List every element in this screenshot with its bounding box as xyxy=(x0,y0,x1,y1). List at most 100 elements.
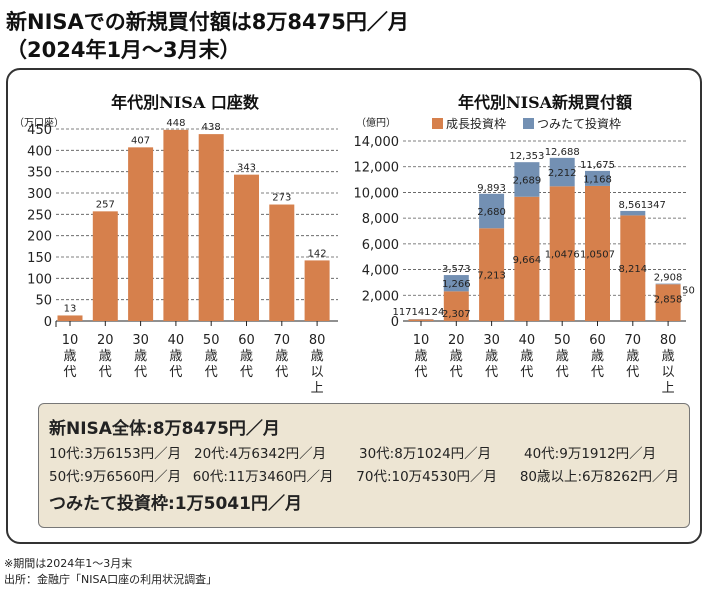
legend-label: つみたて投資枠 xyxy=(537,116,621,131)
summary-item: 70代:10万4530円／月 xyxy=(356,469,498,485)
x-tick-label: 70 xyxy=(625,333,642,348)
bar-seichou xyxy=(443,291,469,321)
data-label: 142 xyxy=(308,248,327,259)
x-tick-label: 上 xyxy=(311,381,324,396)
x-tick-label: 10 xyxy=(62,333,79,348)
bar xyxy=(269,204,295,321)
y-tick-label: 12,000 xyxy=(354,161,400,176)
footnote-source: 出所：金融庁「NISA口座の利用状況調査」 xyxy=(4,573,218,586)
x-tick-label: 上 xyxy=(662,381,675,396)
x-tick-label: 代 xyxy=(450,365,463,380)
bar-tsumitate xyxy=(514,162,540,197)
x-tick-label: 歳 xyxy=(662,349,675,364)
data-label-seichou: 117 xyxy=(392,307,411,318)
x-tick-label: 30 xyxy=(132,333,149,348)
data-label: 448 xyxy=(166,118,185,129)
data-label-seichou: 8,214 xyxy=(618,264,647,275)
bar-tsumitate xyxy=(443,275,469,292)
y-tick-label: 2,000 xyxy=(362,289,399,304)
y-axis-unit: （億円） xyxy=(356,116,396,129)
data-label-seichou: 2,858 xyxy=(654,294,683,305)
data-label-tsumitate: 1,168 xyxy=(583,174,612,185)
chart-panel xyxy=(6,68,702,544)
data-label-total: 2,908 xyxy=(654,273,683,284)
y-tick-label: 450 xyxy=(27,123,52,138)
x-tick-label: 70 xyxy=(274,333,291,348)
x-tick-label: 歳 xyxy=(626,349,639,364)
bar-tsumitate xyxy=(479,193,505,229)
chart-title: 年代別NISA 口座数 xyxy=(111,93,260,112)
data-label-tsumitate: 347 xyxy=(647,200,666,211)
x-tick-label: 10 xyxy=(413,333,430,348)
summary-row: 10代:3万6153円／月 20代:4万6342円／月 30代:8万1024円／… xyxy=(49,442,679,462)
y-tick-label: 150 xyxy=(27,251,52,266)
data-label-seichou: 7,213 xyxy=(477,271,506,282)
x-tick-label: 代 xyxy=(240,365,253,380)
data-label-total: 8,561 xyxy=(618,200,647,211)
data-label-tsumitate: 1,266 xyxy=(442,279,471,290)
x-tick-label: 歳 xyxy=(99,349,112,364)
y-tick-label: 250 xyxy=(27,208,52,223)
y-tick-label: 0 xyxy=(391,315,399,330)
x-tick-label: 以 xyxy=(662,365,675,380)
y-tick-label: 10,000 xyxy=(354,186,400,201)
x-tick-label: 30 xyxy=(483,333,500,348)
data-label-tsumitate: 2,680 xyxy=(477,207,506,218)
data-label-tsumitate: 2,689 xyxy=(513,175,542,186)
x-tick-label: 代 xyxy=(520,365,533,380)
x-tick-label: 歳 xyxy=(591,349,604,364)
x-tick-label: 代 xyxy=(169,365,182,380)
x-tick-label: 歳 xyxy=(556,349,569,364)
bar xyxy=(163,129,189,321)
data-label: 438 xyxy=(202,122,221,133)
y-tick-label: 400 xyxy=(27,144,52,159)
bar-seichou xyxy=(549,186,575,321)
data-label: 407 xyxy=(131,135,150,146)
x-tick-label: 80 xyxy=(660,333,677,348)
x-tick-label: 代 xyxy=(591,365,604,380)
legend-swatch xyxy=(523,118,534,129)
summary-item: 50代:9万6560円／月 xyxy=(49,469,182,485)
bar-seichou xyxy=(655,284,681,321)
bar-seichou xyxy=(620,215,646,321)
summary-item: 30代:8万1024円／月 xyxy=(359,446,492,462)
y-tick-label: 14,000 xyxy=(354,135,400,150)
x-tick-label: 80 xyxy=(309,333,326,348)
x-tick-label: 代 xyxy=(63,365,76,380)
y-tick-label: 350 xyxy=(27,166,52,181)
summary-item: 40代:9万1912円／月 xyxy=(524,446,657,462)
x-tick-label: 代 xyxy=(626,365,639,380)
bar-tsumitate xyxy=(585,170,610,186)
y-tick-label: 200 xyxy=(27,230,52,245)
data-label-total: 9,893 xyxy=(477,183,506,194)
data-label-total: 11,675 xyxy=(580,160,615,171)
summary-total: 新NISA全体:8万8475円／月 xyxy=(49,419,280,439)
bar xyxy=(304,260,330,321)
y-tick-label: 100 xyxy=(27,272,52,287)
x-tick-label: 40 xyxy=(168,333,185,348)
data-label-seichou: 9,664 xyxy=(513,255,542,266)
x-tick-label: 歳 xyxy=(169,349,182,364)
bar-seichou xyxy=(514,196,540,321)
chart-title: 年代別NISA新規買付額 xyxy=(458,93,632,112)
y-tick-label: 8,000 xyxy=(362,212,399,227)
y-tick-label: 0 xyxy=(44,315,52,330)
summary-box: 新NISA全体:8万8475円／月 10代:3万6153円／月 20代:4万63… xyxy=(38,403,690,528)
bar xyxy=(234,174,259,321)
data-label-seichou: 1,0507 xyxy=(580,249,615,260)
x-tick-label: 60 xyxy=(589,333,606,348)
data-label-tsumitate: 24 xyxy=(432,307,445,318)
x-tick-label: 歳 xyxy=(205,349,218,364)
x-tick-label: 50 xyxy=(554,333,571,348)
bar xyxy=(198,134,224,321)
y-tick-label: 50 xyxy=(35,294,52,309)
data-label: 13 xyxy=(64,303,77,314)
data-label-seichou: 1,0476 xyxy=(545,250,580,261)
x-tick-label: 歳 xyxy=(275,349,288,364)
data-label-seichou: 2,307 xyxy=(442,309,471,320)
x-tick-label: 歳 xyxy=(520,349,533,364)
x-tick-label: 歳 xyxy=(485,349,498,364)
bar-seichou xyxy=(408,319,434,321)
